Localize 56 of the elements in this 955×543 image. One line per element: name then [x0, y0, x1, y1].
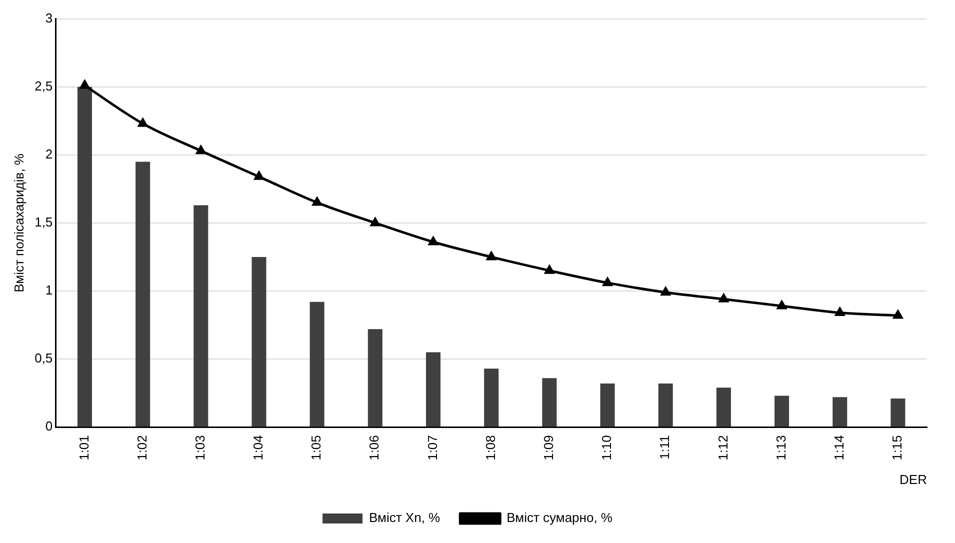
- point: [80, 80, 90, 89]
- bar: [252, 256, 266, 427]
- x-tick-label: 1:06: [366, 435, 382, 460]
- point: [660, 287, 670, 296]
- x-tick-label: 1:03: [192, 435, 208, 460]
- point: [370, 218, 380, 226]
- bar: [484, 368, 499, 427]
- legend-label: Вміст сумарно, %: [506, 510, 613, 526]
- x-tick-label: 1:12: [715, 435, 730, 460]
- y-tick-label: 1: [45, 282, 53, 298]
- point: [254, 171, 264, 180]
- point: [138, 118, 148, 127]
- point: [602, 278, 612, 286]
- y-tick-label: 0: [45, 418, 53, 434]
- x-tick-label: 1:10: [599, 435, 614, 460]
- bar: [832, 397, 848, 427]
- point: [312, 197, 322, 206]
- bar: [716, 388, 731, 427]
- y-axis-title: Вміст полісахаридів, %: [11, 153, 26, 292]
- bar: [310, 302, 324, 427]
- x-tick-label: 1:07: [424, 435, 440, 460]
- bar: [774, 396, 790, 427]
- x-axis-title: DER: [900, 472, 927, 487]
- x-tick-label: 1:15: [890, 435, 905, 460]
- bar: [890, 398, 906, 427]
- point: [196, 146, 206, 154]
- x-tick-label: 1:08: [482, 435, 498, 460]
- y-tick-label: 2: [45, 146, 53, 162]
- x-tick-label: 1:02: [134, 435, 150, 460]
- x-tick-label: 1:13: [773, 435, 788, 460]
- bar: [136, 162, 150, 427]
- point: [893, 310, 903, 319]
- bar: [368, 329, 382, 427]
- bar: [658, 384, 673, 427]
- x-tick-label: 1:01: [76, 435, 92, 460]
- point: [544, 265, 554, 274]
- x-tick-label: 1:11: [657, 435, 672, 460]
- point: [718, 294, 728, 302]
- y-tick-label: 1,5: [34, 214, 53, 230]
- bar: [426, 352, 441, 427]
- x-tick-label: 1:09: [541, 435, 556, 460]
- point: [428, 236, 438, 246]
- y-tick-label: 3: [45, 10, 53, 26]
- x-tick-label: 1:04: [250, 435, 266, 460]
- y-tick-label: 2,5: [34, 78, 53, 94]
- y-tick-label: 0,5: [34, 350, 53, 366]
- bar: [194, 205, 208, 427]
- bar: [542, 378, 557, 427]
- point: [486, 252, 496, 260]
- bar: [77, 86, 92, 427]
- point: [777, 300, 786, 310]
- x-tick-label: 1:14: [831, 435, 846, 460]
- legend-label: Вміст Хn, %: [369, 510, 441, 526]
- x-tick-label: 1:05: [308, 435, 324, 460]
- point: [835, 308, 845, 316]
- bar: [600, 384, 615, 427]
